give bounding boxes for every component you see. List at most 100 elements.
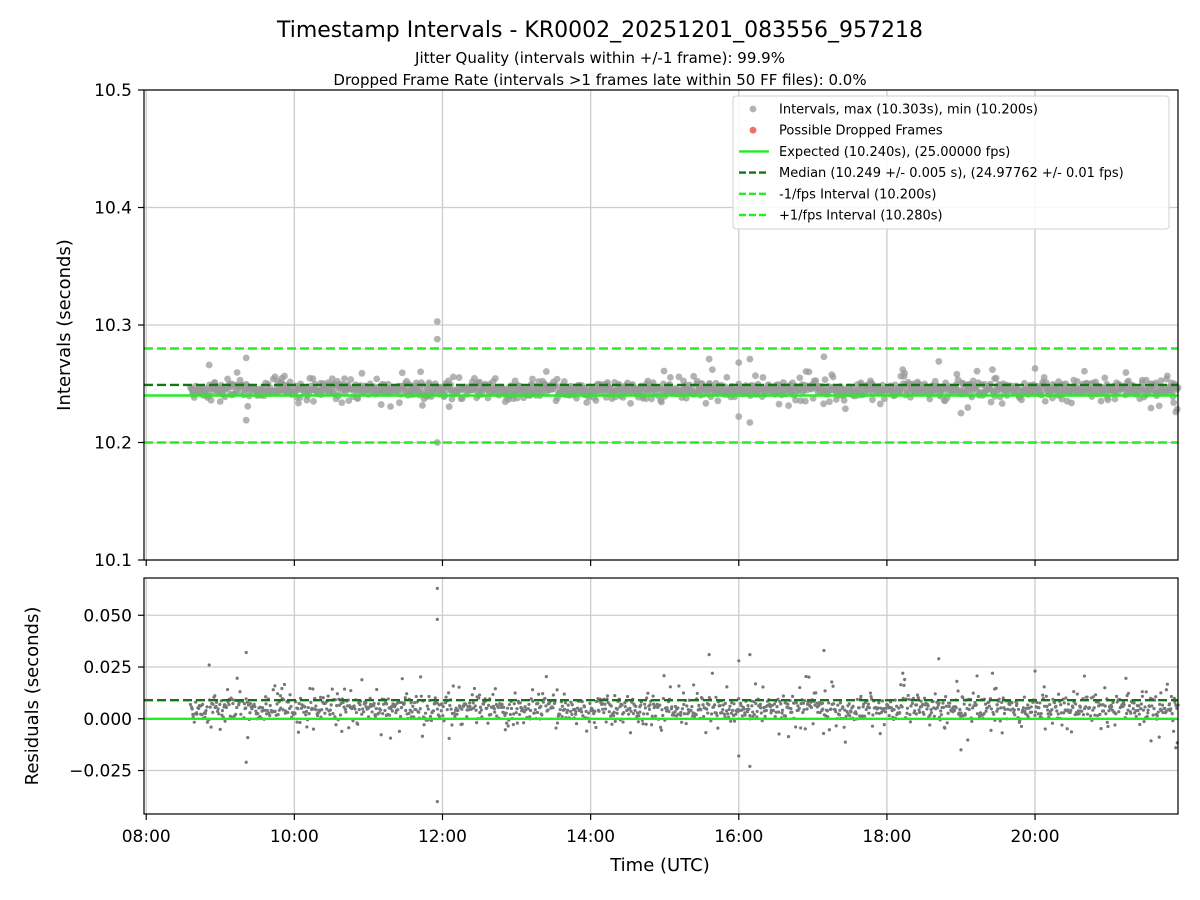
residual-point	[330, 687, 334, 691]
residual-point	[582, 705, 587, 709]
residual-point	[769, 711, 773, 715]
residual-point	[360, 678, 364, 682]
residual-point	[399, 705, 404, 710]
residual-point	[910, 701, 914, 705]
interval-point	[377, 401, 385, 408]
residual-point	[448, 703, 452, 708]
residual-point	[384, 702, 389, 706]
residual-point	[318, 695, 323, 699]
residual-point	[851, 704, 855, 708]
interval-point	[1018, 396, 1025, 404]
residual-point	[684, 722, 688, 726]
residual-point	[560, 704, 564, 708]
y-tick-label: 10.3	[94, 316, 132, 336]
residual-point	[1139, 707, 1143, 711]
residual-point	[695, 691, 699, 696]
residual-point	[893, 698, 897, 702]
residual-point	[1080, 709, 1084, 713]
residual-point	[755, 709, 759, 714]
residual-point	[720, 710, 724, 715]
residual-point	[1033, 710, 1038, 714]
residual-point	[905, 711, 909, 715]
interval-point	[801, 397, 809, 405]
residual-point	[943, 726, 947, 730]
residual-point	[231, 701, 235, 706]
residual-point	[267, 711, 271, 715]
residual-point	[1050, 721, 1055, 725]
residual-point	[282, 682, 287, 687]
residual-point	[996, 707, 1000, 711]
residual-point	[725, 685, 729, 689]
interval-point	[433, 335, 441, 343]
residual-point	[1000, 700, 1004, 705]
residual-point	[515, 707, 519, 711]
residual-point	[1132, 701, 1136, 705]
y-tick-label: 0.025	[83, 658, 132, 678]
interval-point	[660, 367, 668, 375]
residual-point	[451, 684, 455, 688]
residual-point	[1015, 702, 1019, 706]
residual-point	[569, 700, 573, 704]
residual-point	[1114, 712, 1118, 716]
residual-point	[1055, 709, 1059, 713]
residual-point	[1144, 690, 1148, 694]
residual-point	[743, 713, 747, 717]
residual-point	[276, 712, 280, 717]
y-tick-label: 10.2	[94, 434, 132, 454]
residual-point	[479, 708, 484, 712]
residual-point	[264, 702, 268, 706]
residual-point	[372, 701, 376, 706]
residual-point	[387, 713, 392, 717]
residual-point	[511, 722, 515, 727]
residuals-panel: −0.025 0.000 0.025 0.050 08:00 10:00 12:00 14:…	[22, 577, 1180, 876]
residual-point	[817, 704, 821, 708]
residual-point	[628, 731, 633, 735]
residual-point	[563, 701, 568, 705]
residual-point	[997, 697, 1001, 701]
residual-point	[892, 708, 896, 712]
residual-point	[558, 712, 562, 716]
residual-point	[1157, 735, 1161, 739]
residual-point	[861, 705, 865, 709]
residual-point	[939, 713, 943, 717]
residual-point	[321, 696, 325, 700]
residual-point	[740, 714, 744, 718]
residual-point	[628, 706, 632, 710]
residual-point	[759, 711, 763, 715]
residual-point	[551, 693, 556, 697]
residual-point	[396, 708, 400, 712]
residual-point	[311, 687, 315, 691]
residual-point	[780, 708, 785, 712]
residual-point	[449, 707, 453, 711]
residual-point	[886, 703, 890, 708]
interval-point	[723, 373, 731, 381]
residual-point	[867, 711, 871, 715]
y-tick-label: 0.050	[83, 606, 132, 626]
residual-point	[609, 714, 613, 718]
residual-point	[963, 713, 967, 717]
residual-point	[917, 708, 921, 712]
residual-point	[847, 702, 851, 706]
residual-point	[899, 683, 903, 687]
interval-point	[1147, 404, 1155, 412]
chart-title: Timestamp Intervals - KR0002_20251201_08…	[276, 18, 923, 43]
residual-point	[455, 712, 459, 716]
residual-point	[397, 700, 401, 704]
residual-point	[435, 586, 439, 590]
interval-point	[1031, 365, 1039, 372]
residual-point	[1033, 669, 1037, 673]
residual-point	[242, 702, 247, 706]
residual-point	[509, 706, 514, 711]
residual-point	[1013, 713, 1017, 717]
residual-point	[643, 702, 647, 706]
residual-point	[945, 721, 949, 725]
residual-point	[752, 699, 756, 704]
residual-point	[975, 712, 980, 716]
residual-point	[573, 712, 578, 716]
interval-point	[242, 416, 250, 424]
residual-point	[954, 706, 958, 710]
residual-point	[758, 702, 763, 706]
residual-point	[423, 711, 428, 715]
residual-point	[1012, 708, 1016, 712]
residual-point	[209, 725, 213, 729]
